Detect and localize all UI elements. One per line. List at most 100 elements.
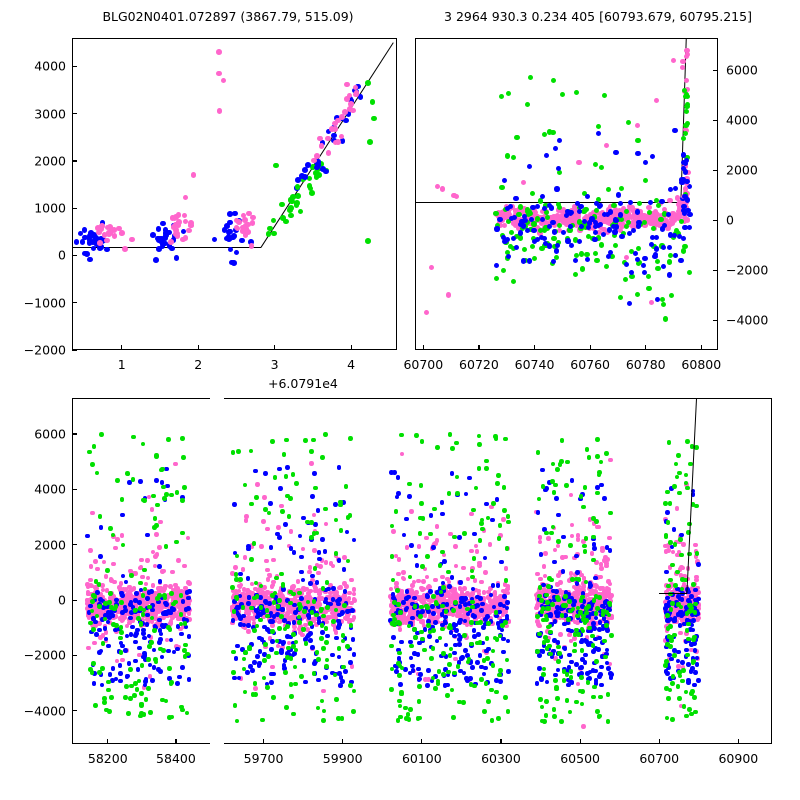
- data-point-green: [417, 699, 422, 704]
- data-point-green: [371, 116, 377, 122]
- data-point-blue: [228, 247, 234, 253]
- data-point-green: [496, 716, 501, 721]
- data-point-green: [97, 604, 102, 609]
- data-point-blue: [627, 301, 632, 306]
- data-point-blue: [325, 634, 330, 639]
- data-point-green: [235, 719, 240, 724]
- data-point-green: [552, 490, 557, 495]
- data-point-green: [88, 621, 93, 626]
- data-point-green: [302, 609, 307, 614]
- data-point-blue: [484, 502, 489, 507]
- data-point-green: [477, 434, 482, 439]
- data-point-green: [301, 627, 306, 632]
- data-point-pink: [308, 565, 313, 570]
- data-point-blue: [618, 212, 623, 217]
- data-point-green: [428, 630, 433, 635]
- data-point-blue: [281, 641, 286, 646]
- data-point-green: [108, 526, 113, 531]
- data-point-green: [260, 718, 265, 723]
- data-point-green: [107, 709, 112, 714]
- data-point-pink: [594, 584, 599, 589]
- x-tick-label-top-right: 60740: [515, 357, 555, 372]
- data-point-green: [471, 508, 476, 513]
- data-point-blue: [598, 672, 603, 677]
- data-point-blue: [331, 586, 336, 591]
- data-point-green: [265, 685, 270, 690]
- data-point-green: [497, 673, 502, 678]
- data-point-green: [142, 568, 147, 573]
- data-point-blue: [464, 492, 469, 497]
- data-point-pink: [271, 558, 276, 563]
- data-point-green: [558, 462, 563, 467]
- data-point-blue: [684, 179, 689, 184]
- data-point-blue: [247, 595, 252, 600]
- data-point-pink: [604, 561, 609, 566]
- y-tick-top-left: [72, 350, 77, 351]
- data-point-blue: [279, 648, 284, 653]
- data-point-blue: [556, 640, 561, 645]
- data-point-pink: [188, 223, 194, 229]
- data-point-blue: [239, 238, 245, 244]
- data-point-blue: [511, 236, 516, 241]
- data-point-blue: [445, 683, 450, 688]
- data-point-blue: [592, 237, 597, 242]
- data-point-green: [555, 595, 560, 600]
- data-point-pink: [240, 228, 246, 234]
- data-point-green: [180, 531, 185, 536]
- data-point-green: [389, 687, 394, 692]
- data-point-blue: [672, 128, 677, 133]
- data-point-green: [398, 610, 403, 615]
- data-point-green: [587, 626, 592, 631]
- data-point-green: [313, 170, 319, 176]
- y-tick-label-top-right: 0: [726, 213, 734, 228]
- data-point-green: [334, 551, 339, 556]
- data-point-blue: [613, 217, 618, 222]
- y-tick-top-right: [713, 170, 718, 171]
- data-point-green: [418, 614, 423, 619]
- data-point-blue: [642, 270, 647, 275]
- data-point-green: [304, 641, 309, 646]
- data-point-blue: [556, 166, 561, 171]
- data-point-green: [174, 540, 179, 545]
- data-point-blue: [156, 600, 161, 605]
- data-point-pink: [546, 536, 551, 541]
- data-point-green: [593, 251, 598, 256]
- data-point-blue: [295, 177, 301, 183]
- data-point-green: [166, 437, 171, 442]
- data-point-pink: [168, 239, 174, 245]
- data-point-green: [115, 478, 120, 483]
- data-point-blue: [414, 554, 419, 559]
- data-point-pink: [104, 238, 110, 244]
- data-point-pink: [446, 292, 451, 297]
- y-tick-top-right: [713, 120, 718, 121]
- data-point-pink: [255, 482, 260, 487]
- data-point-blue: [337, 558, 342, 563]
- data-point-pink: [170, 570, 175, 575]
- data-point-green: [461, 700, 466, 705]
- data-point-green: [505, 153, 510, 158]
- data-point-green: [420, 637, 425, 642]
- data-point-blue: [462, 671, 467, 676]
- data-point-pink: [493, 590, 498, 595]
- data-point-green: [555, 467, 560, 472]
- data-point-green: [451, 715, 456, 720]
- data-point-blue: [642, 256, 647, 261]
- data-point-green: [316, 657, 321, 662]
- data-point-green: [687, 270, 692, 275]
- data-point-blue: [336, 625, 341, 630]
- data-point-blue: [153, 257, 159, 263]
- data-point-green: [542, 719, 547, 724]
- data-point-blue: [224, 223, 230, 229]
- x-tick-label-top-right: 60780: [626, 357, 666, 372]
- data-point-green: [504, 578, 509, 583]
- data-point-blue: [673, 253, 678, 258]
- data-point-green: [314, 613, 319, 618]
- data-point-blue: [501, 650, 506, 655]
- data-point-green: [253, 692, 258, 697]
- data-point-blue: [401, 600, 406, 605]
- data-point-blue: [99, 649, 104, 654]
- data-point-green: [321, 614, 326, 619]
- data-point-green: [394, 509, 399, 514]
- data-point-green: [623, 277, 628, 282]
- data-point-blue: [138, 479, 143, 484]
